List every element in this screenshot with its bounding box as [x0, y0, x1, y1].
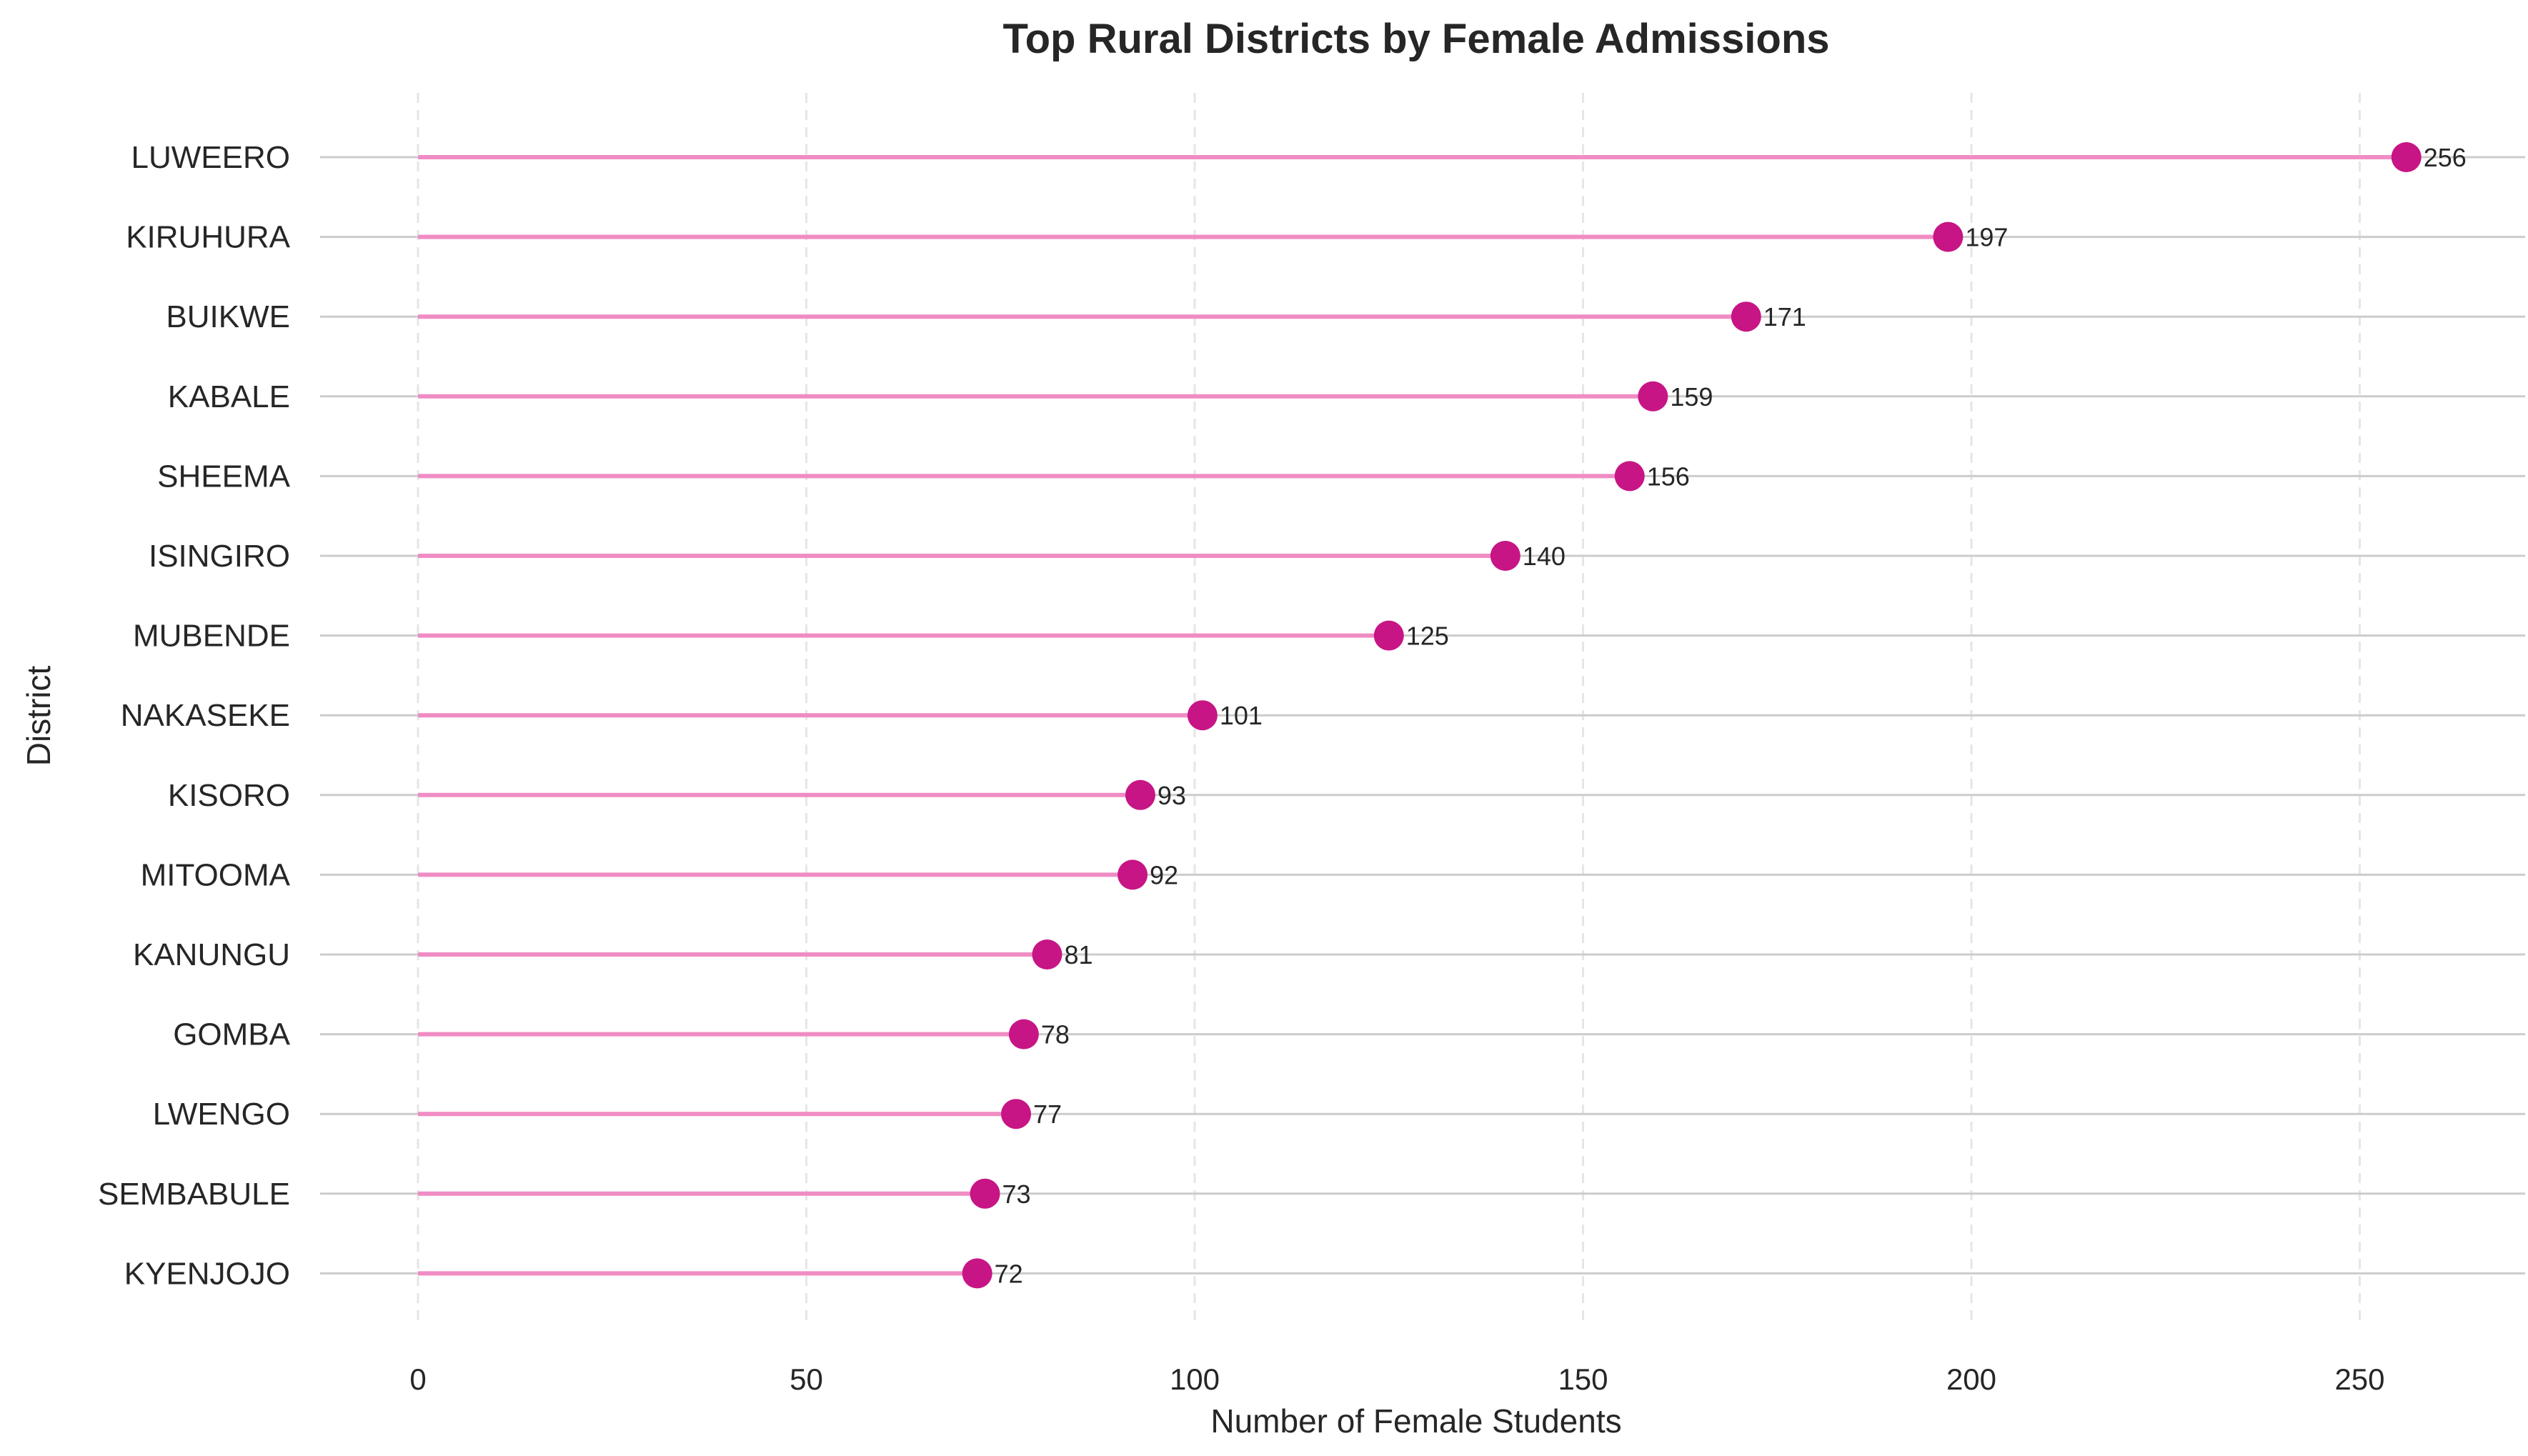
value-label: 171 [1763, 302, 1806, 331]
value-label: 72 [995, 1259, 1023, 1288]
x-tick-label: 150 [1558, 1362, 1608, 1396]
y-tick-label: SHEEMA [157, 459, 290, 494]
lollipop-marker [1000, 1099, 1031, 1130]
value-label: 81 [1064, 940, 1093, 969]
value-label: 197 [1965, 223, 2008, 252]
x-gridlines [417, 93, 2361, 1325]
value-label: 73 [1002, 1180, 1031, 1209]
y-tick-label: NAKASEKE [121, 698, 290, 733]
x-tick-label: 50 [790, 1362, 823, 1396]
value-label: 125 [1406, 622, 1449, 651]
lollipop-marker [1933, 221, 1964, 252]
y-tick-label: MUBENDE [133, 619, 290, 654]
y-tick-label: ISINGIRO [149, 539, 290, 574]
lollipop-marker [1731, 301, 1761, 332]
value-labels: 256 197 171 159 156 140 125 101 93 92 81 78 77 73 72 [995, 143, 2467, 1288]
x-tick-label: 100 [1170, 1362, 1220, 1396]
value-label: 159 [1670, 382, 1713, 412]
value-label: 77 [1033, 1100, 1062, 1129]
x-tick-labels: 0 50 100 150 200 250 [409, 1362, 2384, 1396]
y-tick-label: SEMBABULE [98, 1177, 290, 1212]
chart-title: Top Rural Districts by Female Admissions [1002, 16, 1829, 62]
lollipop-marker [1614, 461, 1645, 492]
lollipop-marker [1638, 381, 1668, 412]
lollipop-marker [1125, 779, 1155, 810]
lollipop-stems [418, 155, 2407, 1276]
value-label: 92 [1150, 860, 1178, 889]
y-tick-label: KISORO [168, 778, 290, 813]
value-label: 156 [1647, 462, 1690, 491]
x-tick-label: 0 [409, 1362, 426, 1396]
y-tick-label: LWENGO [153, 1097, 290, 1132]
y-tick-label: BUIKWE [166, 299, 290, 334]
value-label: 78 [1041, 1020, 1070, 1049]
lollipop-marker [1373, 620, 1404, 651]
x-axis-label: Number of Female Students [1210, 1402, 1621, 1440]
value-label: 256 [2424, 143, 2467, 172]
y-tick-label: KANUNGU [133, 937, 290, 972]
value-label: 101 [1220, 701, 1263, 730]
y-tick-label: KABALE [168, 379, 290, 414]
y-axis-label: District [20, 666, 57, 767]
lollipop-marker [1118, 859, 1148, 890]
y-tick-label: GOMBA [173, 1017, 290, 1052]
y-tick-label: MITOOMA [141, 857, 291, 892]
lollipop-markers [962, 142, 2422, 1289]
lollipop-marker [2391, 142, 2422, 172]
y-tick-label: KIRUHURA [126, 220, 290, 255]
lollipop-marker [970, 1178, 1000, 1209]
lollipop-marker [962, 1258, 992, 1289]
value-label: 93 [1158, 781, 1186, 810]
x-tick-label: 250 [2334, 1362, 2384, 1396]
y-tick-labels: LUWEERO KIRUHURA BUIKWE KABALE SHEEMA ISINGIR… [98, 140, 291, 1291]
y-tick-label: LUWEERO [131, 140, 290, 175]
value-label: 140 [1523, 542, 1566, 571]
lollipop-marker [1032, 939, 1063, 969]
x-tick-label: 200 [1946, 1362, 1996, 1396]
y-tick-label: KYENJOJO [124, 1256, 290, 1291]
lollipop-marker [1008, 1019, 1039, 1049]
lollipop-marker [1187, 700, 1218, 731]
lollipop-marker [1490, 541, 1521, 571]
